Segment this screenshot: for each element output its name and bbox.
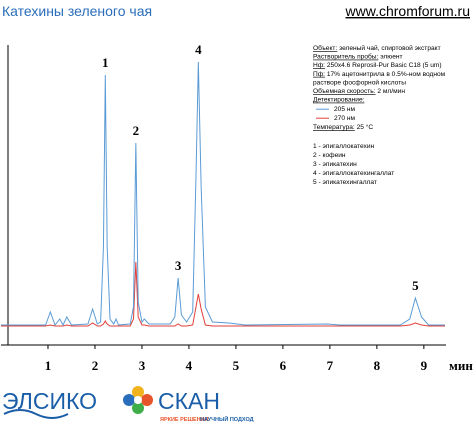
info-text: элюент	[378, 54, 402, 61]
logo-wave	[3, 409, 69, 419]
info-text: зеленый чай, спиртовой экстракт	[337, 44, 440, 52]
info-line: Нф: 250x4.6 Reprosil-Pur Basic C18 (5 um…	[313, 62, 442, 69]
peak-label: 5	[412, 278, 419, 293]
info-text: растворе фосфорной кислоты	[313, 78, 406, 86]
info-line: Пф: 17% ацетонитрила в 0.5%-ном водном	[313, 71, 446, 78]
compound: 3 - эпикатехин	[313, 161, 357, 168]
logo-tagline: НАУЧНЫЙ ПОДХОД	[200, 415, 254, 423]
info-text: 25 °C	[355, 123, 374, 131]
info-key: Пф:	[313, 71, 325, 78]
logo-tagline: ЯРКИЕ РЕШЕНИЯ	[160, 417, 209, 423]
compound: 2 - кофеин	[313, 152, 346, 159]
compound: 1 - эпигаллокатехин	[313, 143, 375, 150]
series-line	[1, 61, 445, 327]
compound: 5 - эпикатехингаллат	[313, 179, 377, 186]
peak-label: 1	[102, 55, 109, 70]
info-text: 17% ацетонитрила в 0.5%-ном водном	[325, 71, 446, 78]
info-key: Температура:	[313, 124, 355, 131]
x-tick-label: 6	[280, 358, 287, 373]
info-key: Нф:	[313, 62, 325, 69]
peak-label: 2	[133, 123, 140, 138]
x-tick-label: 7	[327, 358, 334, 373]
peak-label: 3	[175, 258, 182, 273]
x-tick-label: 2	[92, 358, 99, 373]
x-unit: мин	[449, 358, 473, 373]
chart-title: Катехины зеленого чая	[2, 3, 152, 19]
legend-label: 270 нм	[334, 115, 355, 122]
logo-right: СКАН	[158, 388, 220, 414]
source-link: www.chromforum.ru	[345, 3, 470, 19]
info-line: Объемная скорость: 2 мл/мин	[313, 87, 405, 95]
x-tick-label: 3	[139, 358, 146, 373]
info-line: Объект: зеленый чай, спиртовой экстракт	[313, 44, 441, 52]
logo-flower	[123, 386, 153, 414]
info-key: Детектирование:	[313, 97, 365, 104]
x-tick-label: 9	[421, 358, 428, 373]
x-tick-label: 8	[374, 358, 381, 373]
info-key: Растворитель пробы:	[313, 53, 379, 61]
x-tick-label: 1	[45, 358, 52, 373]
x-tick-label: 5	[233, 358, 240, 373]
info-line: растворе фосфорной кислоты	[313, 78, 406, 86]
info-line: Растворитель пробы: элюент	[313, 53, 403, 61]
info-key: Объект:	[313, 44, 337, 52]
info-text: 250x4.6 Reprosil-Pur Basic C18 (5 um)	[325, 62, 442, 69]
logo-left: ЭЛСИКО	[2, 388, 97, 414]
x-tick-label: 4	[186, 358, 193, 373]
series-line	[1, 261, 445, 327]
info-key: Объемная скорость:	[313, 87, 376, 95]
compound: 4 - эпигаллокатехингаллат	[313, 170, 394, 177]
info-line: Температура: 25 °C	[313, 123, 373, 131]
peak-label: 4	[195, 42, 202, 57]
info-line: Детектирование:	[313, 97, 365, 104]
info-text: 2 мл/мин	[376, 88, 406, 95]
legend-label: 205 нм	[334, 106, 355, 113]
